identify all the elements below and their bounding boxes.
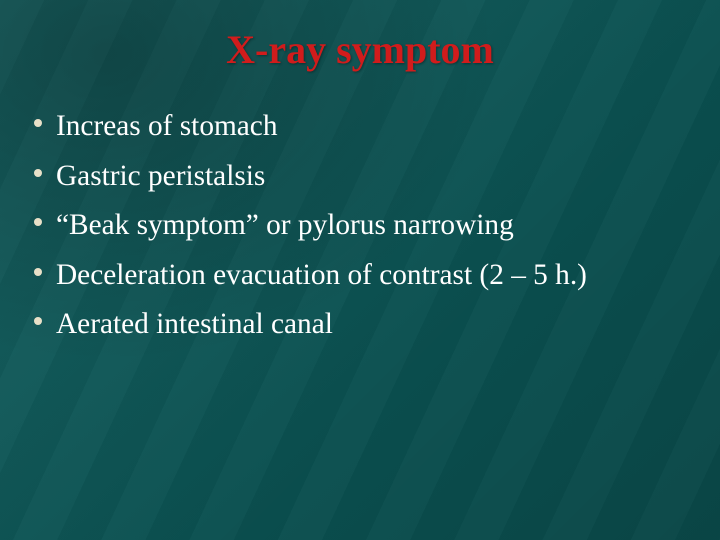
bullet-icon [34, 169, 42, 177]
bullet-icon [34, 218, 42, 226]
bullet-text: Increas of stomach [56, 107, 688, 147]
list-item: “Beak symptom” or pylorus narrowing [32, 206, 688, 246]
bullet-icon [34, 119, 42, 127]
bullet-text: Aerated intestinal canal [56, 305, 688, 345]
bullet-icon [34, 268, 42, 276]
list-item: Gastric peristalsis [32, 157, 688, 197]
list-item: Increas of stomach [32, 107, 688, 147]
bullet-text: “Beak symptom” or pylorus narrowing [56, 206, 688, 246]
slide: X-ray symptom Increas of stomach Gastric… [0, 0, 720, 540]
bullet-text: Gastric peristalsis [56, 157, 688, 197]
bullet-icon [34, 317, 42, 325]
list-item: Deceleration evacuation of contrast (2 –… [32, 256, 688, 296]
slide-title: X-ray symptom [32, 26, 688, 73]
bullet-text: Deceleration evacuation of contrast (2 –… [56, 256, 688, 296]
list-item: Aerated intestinal canal [32, 305, 688, 345]
bullet-list: Increas of stomach Gastric peristalsis “… [32, 107, 688, 345]
